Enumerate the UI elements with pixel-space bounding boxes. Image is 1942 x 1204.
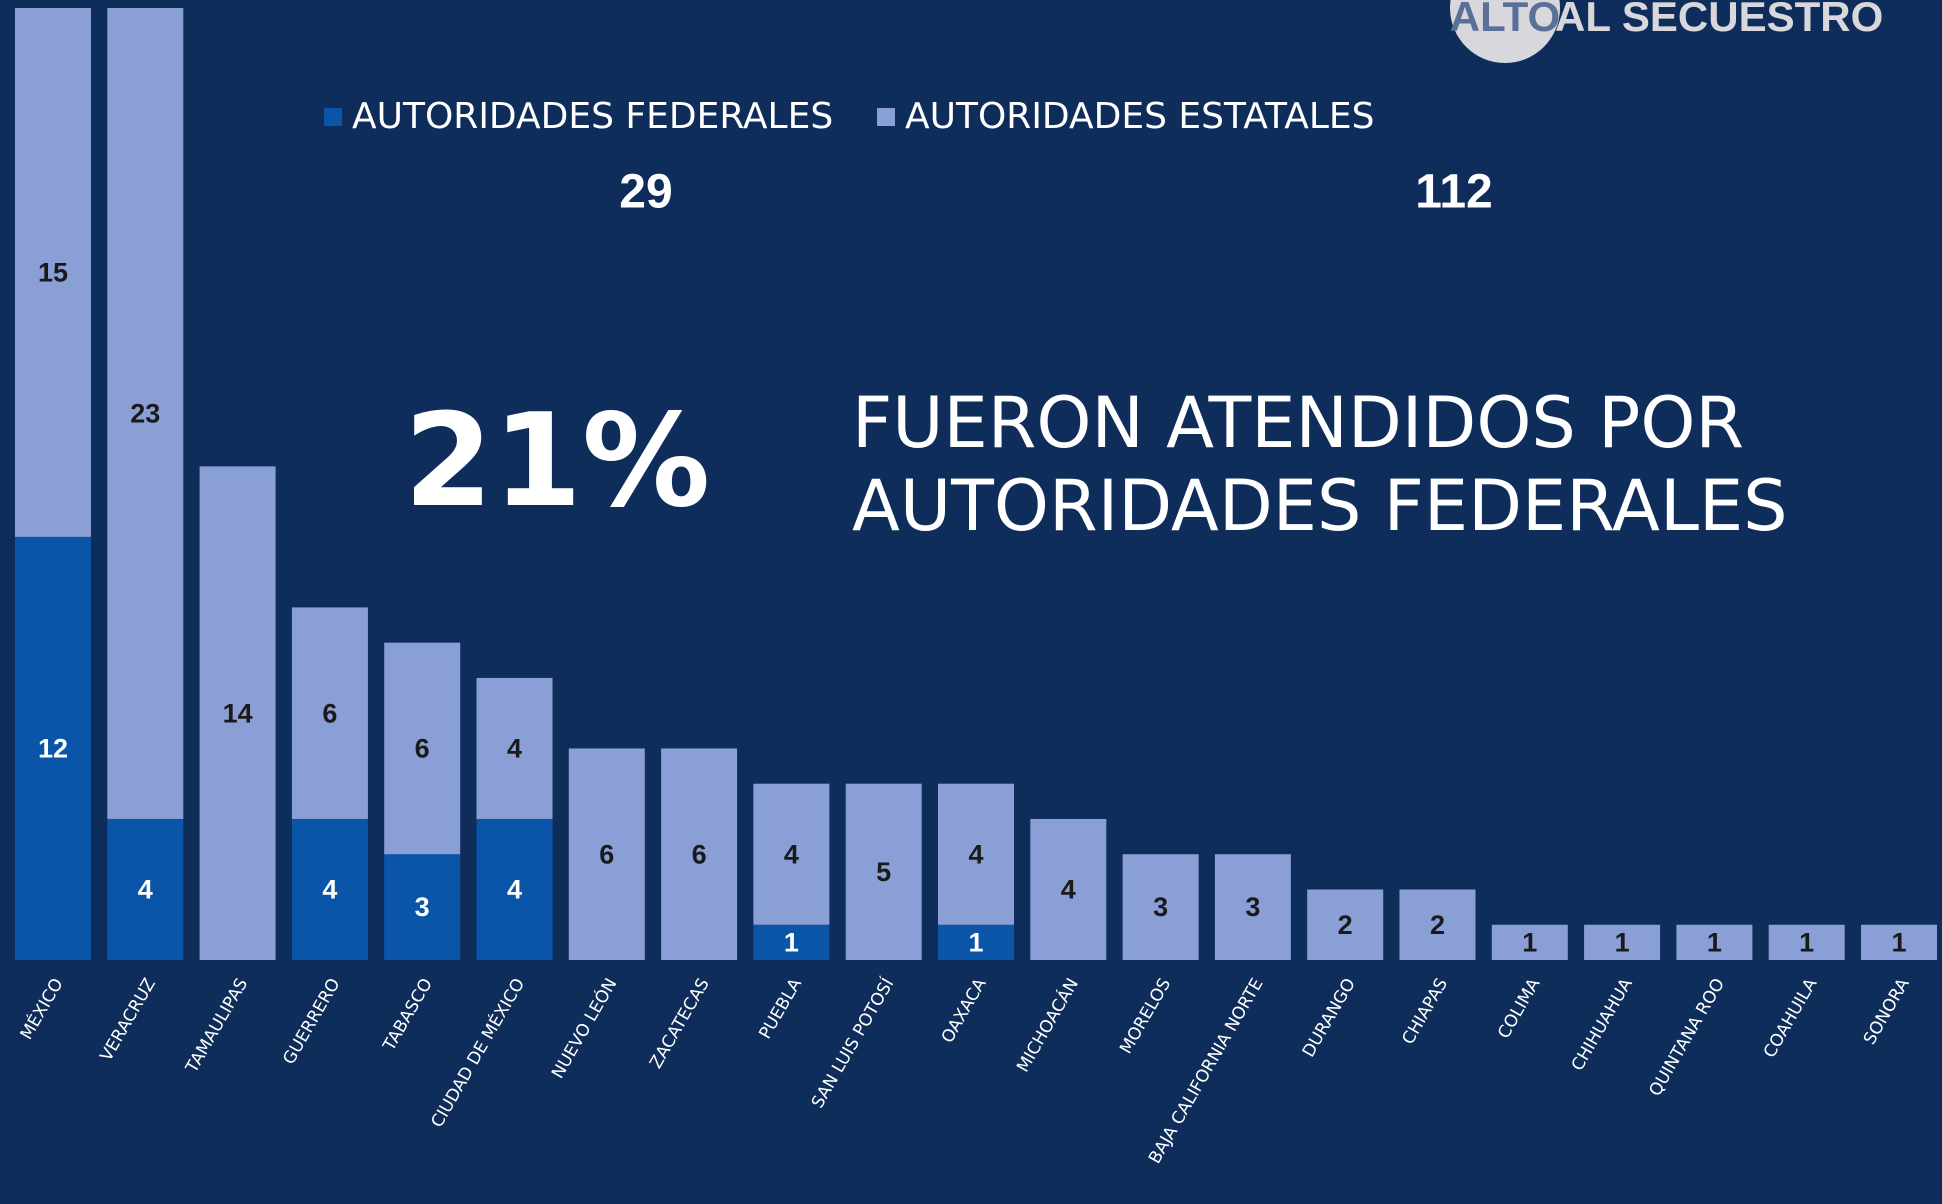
headline-value: 21%: [404, 387, 710, 536]
data-label: 4: [507, 875, 522, 905]
bar-segment: [1030, 818, 1107, 960]
legend-swatch: [324, 108, 342, 126]
bar-segment: [384, 854, 461, 960]
data-label: 6: [322, 698, 337, 728]
data-label: 1: [968, 927, 983, 957]
bar-segment: [107, 818, 184, 960]
data-label: 3: [415, 892, 430, 922]
data-label: 4: [322, 875, 337, 905]
bar-segment: [661, 748, 738, 960]
bar-segment: [1307, 889, 1384, 960]
data-label: 4: [507, 734, 522, 764]
logo-text: AL SECUESTRO: [1555, 0, 1883, 40]
data-label: 1: [1891, 927, 1906, 957]
bar-segment: [384, 642, 461, 855]
bar-segment: [1676, 924, 1753, 960]
data-label: 15: [38, 258, 68, 288]
data-label: 1: [784, 927, 799, 957]
bar-segment: [1214, 854, 1291, 960]
bar-segment: [1122, 854, 1199, 960]
data-label: 4: [784, 839, 799, 869]
bar-segment: [107, 8, 184, 819]
logo-alto: ALTO: [1450, 0, 1560, 40]
bar-segment: [753, 783, 830, 925]
legend-total: 29: [619, 166, 672, 219]
bar-segment: [15, 536, 91, 960]
data-label: 3: [1153, 892, 1168, 922]
bar-segment: [1861, 924, 1937, 960]
bar-segment: [476, 818, 553, 960]
data-label: 1: [1799, 927, 1814, 957]
data-label: 12: [38, 734, 68, 764]
data-label: 4: [968, 839, 983, 869]
data-label: 4: [138, 875, 153, 905]
data-label: 6: [599, 839, 614, 869]
bar-segment: [1399, 889, 1476, 960]
bar-segment: [1584, 924, 1661, 960]
bar-segment: [291, 818, 368, 960]
logo-circle: [1450, 0, 1560, 63]
data-label: 5: [876, 857, 891, 887]
legend-total: 112: [1415, 166, 1492, 219]
bar-segment: [845, 783, 922, 960]
data-label: 3: [1245, 892, 1260, 922]
bar-segment: [938, 783, 1014, 925]
data-label: 6: [692, 839, 707, 869]
data-label: 1: [1707, 927, 1722, 957]
data-label: 14: [223, 698, 253, 728]
bar-segment: [938, 924, 1014, 960]
data-label: 1: [1615, 927, 1630, 957]
legend-label: AUTORIDADES ESTATALES: [905, 96, 1375, 137]
data-label: 2: [1338, 910, 1353, 940]
legend-swatch: [877, 108, 895, 126]
data-label: 6: [415, 734, 430, 764]
bar-segment: [568, 748, 645, 960]
data-label: 2: [1430, 910, 1445, 940]
bar-segment: [1491, 924, 1568, 960]
bar-segment: [476, 677, 553, 819]
headline-line: AUTORIDADES FEDERALES: [852, 465, 1788, 547]
bar-segment: [15, 8, 91, 537]
bar-segment: [291, 607, 368, 819]
data-label: 23: [130, 399, 160, 429]
bar-segment: [199, 466, 276, 960]
bar-segment: [1768, 924, 1845, 960]
bar-segment: [753, 924, 830, 960]
data-label: 1: [1522, 927, 1537, 957]
data-label: 4: [1061, 875, 1076, 905]
legend-label: AUTORIDADES FEDERALES: [352, 96, 833, 137]
headline-line: FUERON ATENDIDOS POR: [852, 382, 1744, 464]
